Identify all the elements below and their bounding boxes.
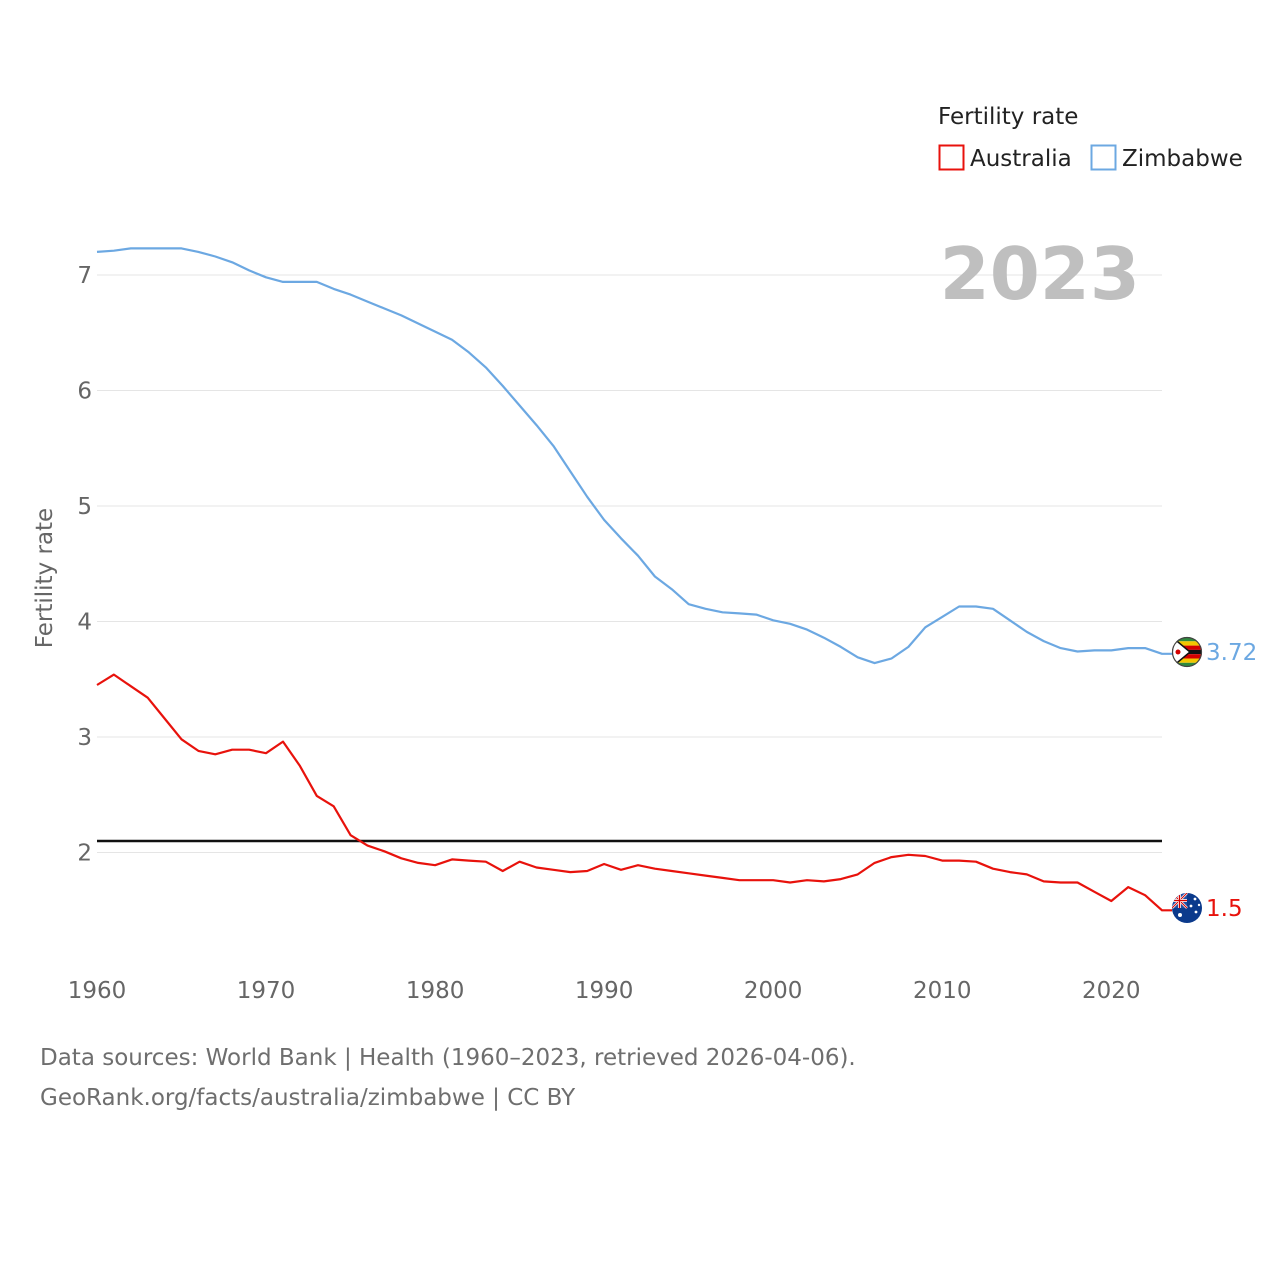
- x-tick-label-1990: 1990: [575, 978, 634, 1004]
- end-label-zimbabwe: 3.72: [1206, 640, 1257, 666]
- legend-swatch-australia: [938, 144, 965, 171]
- x-tick-label-1980: 1980: [406, 978, 465, 1004]
- y-tick-label-4: 4: [77, 610, 92, 636]
- legend-title: Fertility rate: [938, 104, 1078, 130]
- chart: 2 3 4 5 6 7 1960 1970 1980 1990 2000 2010 2020 Fert…: [32, 104, 1257, 1004]
- y-tick-label-5: 5: [77, 494, 92, 520]
- y-axis-title: Fertility rate: [32, 508, 58, 648]
- x-tick-label-2010: 2010: [913, 978, 972, 1004]
- australia-flag-icon: [1172, 893, 1202, 923]
- y-tick-label-6: 6: [77, 379, 92, 405]
- y-tick-label-3: 3: [77, 725, 92, 751]
- series-lines: [96, 247, 1172, 912]
- x-tick-label-2000: 2000: [744, 978, 803, 1004]
- x-tick-label-2020: 2020: [1082, 978, 1141, 1004]
- end-label-australia: 1.5: [1206, 896, 1243, 922]
- series-line-zimbabwe: [96, 247, 1172, 665]
- legend-swatch-zimbabwe: [1090, 144, 1117, 171]
- footer-sources: Data sources: World Bank | Health (1960–…: [40, 1045, 856, 1071]
- year-label: 2023: [940, 232, 1140, 316]
- y-tick-label-2: 2: [77, 841, 92, 867]
- x-tick-label-1970: 1970: [237, 978, 296, 1004]
- footer-credit: GeoRank.org/facts/australia/zimbabwe | C…: [40, 1085, 576, 1111]
- legend-label-australia: Australia: [970, 146, 1072, 172]
- series-line-australia: [96, 673, 1172, 912]
- x-axis-ticks: 1960 1970 1980 1990 2000 2010 2020: [68, 978, 1141, 1004]
- gridlines: [97, 274, 1162, 853]
- y-axis-ticks: 2 3 4 5 6 7: [77, 263, 92, 867]
- legend: Fertility rate Australia Zimbabwe: [938, 104, 1243, 172]
- zimbabwe-flag-icon: [1171, 636, 1203, 668]
- x-tick-label-1960: 1960: [68, 978, 127, 1004]
- y-tick-label-7: 7: [77, 263, 92, 289]
- legend-label-zimbabwe: Zimbabwe: [1122, 146, 1243, 172]
